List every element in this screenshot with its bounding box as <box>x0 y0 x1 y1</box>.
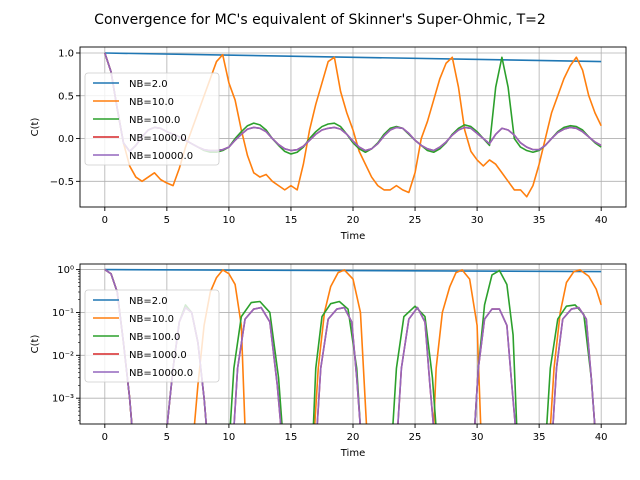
y-tick-label: −0.5 <box>50 177 74 188</box>
x-tick-label: 40 <box>595 215 608 226</box>
y-axis-label: C(t) <box>30 118 41 137</box>
legend-label: NB=10.0 <box>129 314 174 325</box>
panel-2: 0 5 10 15 20 25 30 35 40 10⁻³ 10⁻² 10⁻¹ 10⁰ Time C(t) N… <box>30 263 627 459</box>
y-axis-label: C(t) <box>30 335 41 354</box>
x-tick-label: 25 <box>409 432 422 443</box>
legend-label: NB=100.0 <box>129 115 180 126</box>
x-tick-label: 10 <box>223 432 236 443</box>
legend-label: NB=2.0 <box>129 296 168 307</box>
x-tick-label: 5 <box>164 215 170 226</box>
series-line-nb-2-0 <box>104 52 602 63</box>
legend-box <box>84 72 220 166</box>
x-axis-label: Time <box>340 231 365 242</box>
x-tick-label: 5 <box>164 432 170 443</box>
x-tick-label: 10 <box>223 215 236 226</box>
x-tick-label: 0 <box>102 432 108 443</box>
x-tick-label: 20 <box>347 432 360 443</box>
x-tick-label: 35 <box>533 215 546 226</box>
x-tick-label: 15 <box>285 432 298 443</box>
y-tick-label: 10⁻¹ <box>52 308 74 319</box>
y-tick-label: 0.0 <box>58 134 74 145</box>
y-tick-label: 0.5 <box>58 91 74 102</box>
legend-label: NB=10.0 <box>129 97 174 108</box>
legend-label: NB=100.0 <box>129 332 180 343</box>
y-tick-label: 10⁻³ <box>52 394 74 405</box>
x-tick-label: 40 <box>595 432 608 443</box>
legend-label: NB=1000.0 <box>129 350 187 361</box>
figure-title: Convergence for MC's equivalent of Skinn… <box>94 12 546 28</box>
legend-label: NB=1000.0 <box>129 133 187 144</box>
series-line-nb-10-0 <box>104 268 602 424</box>
x-tick-label: 30 <box>471 432 484 443</box>
x-tick-label: 35 <box>533 432 546 443</box>
x-axis-label: Time <box>340 448 365 459</box>
series-line-nb-2-0 <box>104 268 602 273</box>
y-tick-label: 1.0 <box>58 48 74 59</box>
panel-1: 0 5 10 15 20 25 30 35 40 −0.5 0.0 0.5 1.0 Time C(t) NB=… <box>30 46 627 242</box>
x-tick-label: 30 <box>471 215 484 226</box>
legend-box <box>84 289 220 383</box>
y-tick-label: 10⁻² <box>52 351 74 362</box>
x-tick-label: 0 <box>102 215 108 226</box>
x-tick-label: 25 <box>409 215 422 226</box>
legend-label: NB=2.0 <box>129 79 168 90</box>
x-tick-label: 20 <box>347 215 360 226</box>
legend-label: NB=10000.0 <box>129 368 193 379</box>
x-tick-label: 15 <box>285 215 298 226</box>
legend-label: NB=10000.0 <box>129 151 193 162</box>
y-tick-label: 10⁰ <box>57 265 74 276</box>
